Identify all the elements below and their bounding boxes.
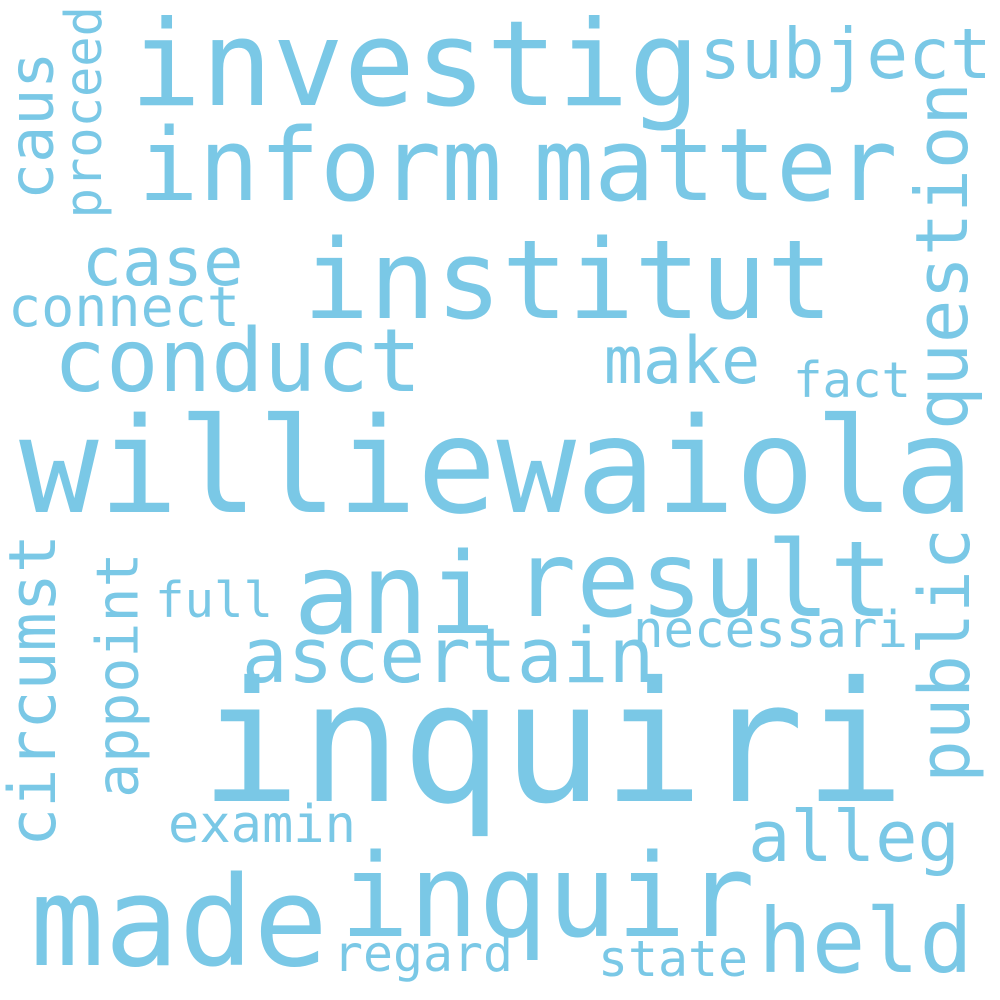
word-state: state: [598, 930, 748, 989]
word-inform: inform: [137, 105, 502, 224]
word-ascertain: ascertain: [241, 610, 655, 700]
word-alleg: alleg: [748, 796, 960, 879]
word-ani: ani: [293, 530, 496, 660]
word-made: made: [30, 851, 328, 996]
word-proceed: proceed: [54, 6, 114, 219]
word-question: question: [900, 82, 985, 431]
word-held: held: [758, 889, 973, 994]
word-full: full: [155, 571, 274, 629]
word-fact: fact: [793, 351, 912, 409]
word-case: case: [81, 223, 244, 302]
word-connect: connect: [8, 274, 240, 339]
word-matter: matter: [533, 105, 898, 224]
word-circumst: circumst: [0, 533, 71, 847]
word-subject: subject: [699, 15, 992, 96]
word-conduct: conduct: [53, 310, 422, 413]
word-regard: regard: [333, 925, 513, 984]
word-examin: examin: [168, 795, 356, 855]
word-investig: investig: [130, 0, 700, 133]
word-williewaiola: williewaiola: [19, 389, 974, 544]
word-result: result: [513, 518, 893, 642]
word-institut: institut: [303, 216, 833, 344]
word-inquir: inquir: [340, 830, 755, 965]
word-public: public: [902, 528, 986, 783]
word-inquiri: inquiri: [200, 647, 905, 842]
word-necessari: necessari: [633, 599, 908, 659]
word-appoint: appoint: [83, 552, 152, 798]
word-make: make: [603, 323, 761, 399]
